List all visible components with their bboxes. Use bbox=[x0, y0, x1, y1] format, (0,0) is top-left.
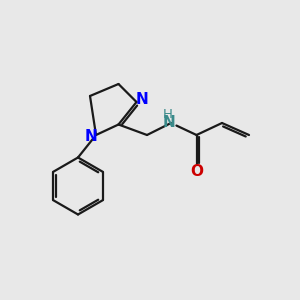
Text: N: N bbox=[136, 92, 148, 107]
Text: H: H bbox=[163, 108, 172, 121]
Text: N: N bbox=[84, 129, 97, 144]
Text: N: N bbox=[163, 115, 176, 130]
Text: O: O bbox=[190, 164, 203, 179]
